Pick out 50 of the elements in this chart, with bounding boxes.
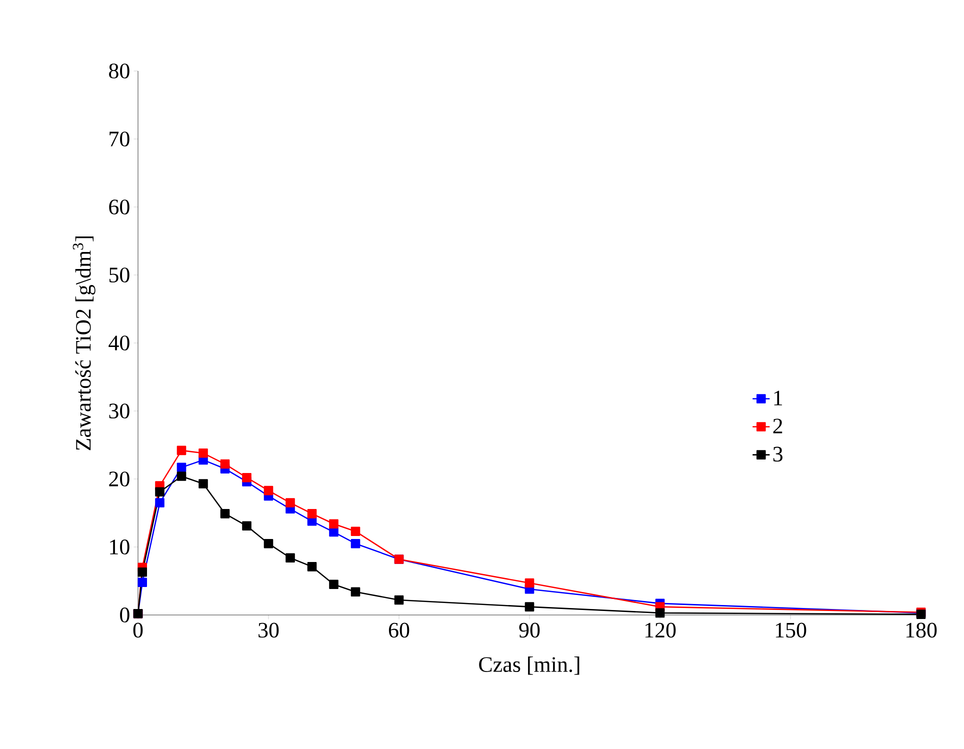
point (155, 487, 164, 497)
y-tick-label: 10 (110, 540, 130, 554)
point (242, 472, 252, 482)
legend-label: 2 (773, 418, 782, 434)
point (394, 595, 404, 605)
y-axis-title: Zawartość TiO2 [g\dm$^{3}$] (72, 236, 96, 450)
point (220, 459, 230, 469)
point (264, 538, 274, 548)
y-tick-label: 60 (109, 200, 130, 214)
point (350, 587, 360, 597)
y-tick-label: 30 (109, 404, 130, 418)
x-tick-label: 30 (258, 622, 279, 638)
point (307, 562, 317, 572)
x-tick-label: 90 (519, 622, 540, 638)
point (350, 538, 360, 548)
point (176, 472, 186, 481)
y-tick-label: 40 (108, 336, 130, 350)
x-tick-label: 60 (388, 622, 410, 638)
point (286, 553, 295, 563)
point (655, 608, 665, 618)
point (329, 580, 338, 590)
legend-label: 3 (773, 446, 782, 462)
point (198, 479, 208, 488)
point (329, 519, 338, 529)
y-tick-label: 0 (120, 608, 130, 622)
point (264, 486, 274, 496)
point (524, 602, 534, 612)
y-tick-label: 50 (109, 268, 130, 282)
point (220, 509, 230, 518)
point (350, 526, 360, 536)
x-tick-label: 180 (906, 622, 937, 638)
point (286, 498, 295, 508)
x-tick-label: 120 (645, 622, 676, 638)
y-tick-label: 80 (109, 64, 130, 78)
point (307, 509, 317, 518)
point (524, 578, 534, 588)
point (138, 567, 148, 577)
point (138, 578, 148, 587)
legend-label: 1 (774, 390, 782, 406)
x-axis-title: Czas [min.] (479, 656, 580, 675)
x-tick-label: 150 (776, 622, 806, 638)
point (155, 498, 164, 508)
point (176, 462, 186, 472)
point (242, 521, 252, 531)
y-tick-label: 70 (110, 132, 130, 146)
point (329, 527, 338, 537)
point (176, 446, 186, 456)
y-tick-label: 20 (109, 472, 130, 486)
point (198, 448, 208, 458)
x-tick-label: 0 (133, 622, 143, 638)
